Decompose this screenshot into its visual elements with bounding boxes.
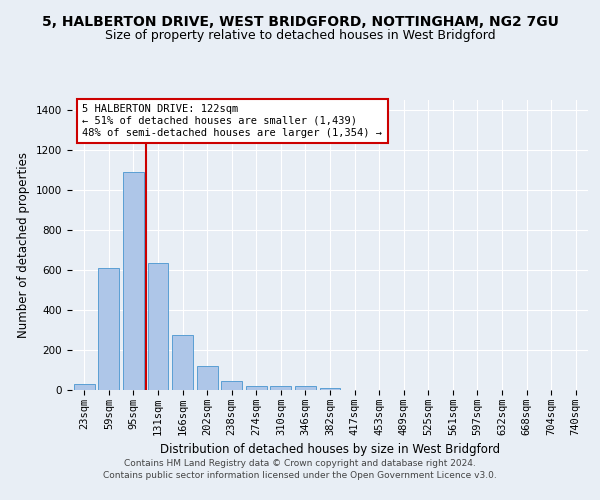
Text: 5, HALBERTON DRIVE, WEST BRIDGFORD, NOTTINGHAM, NG2 7GU: 5, HALBERTON DRIVE, WEST BRIDGFORD, NOTT… [41, 16, 559, 30]
Text: 5 HALBERTON DRIVE: 122sqm
← 51% of detached houses are smaller (1,439)
48% of se: 5 HALBERTON DRIVE: 122sqm ← 51% of detac… [82, 104, 382, 138]
Bar [172, 335, 193, 390]
Y-axis label: Number of detached properties: Number of detached properties [17, 152, 31, 338]
Bar [123, 172, 144, 390]
Bar [148, 263, 169, 390]
Bar [221, 381, 242, 390]
Text: Size of property relative to detached houses in West Bridgford: Size of property relative to detached ho… [104, 28, 496, 42]
Bar [271, 386, 292, 390]
Bar [295, 386, 316, 390]
X-axis label: Distribution of detached houses by size in West Bridgford: Distribution of detached houses by size … [160, 444, 500, 456]
Bar [74, 384, 95, 390]
Bar [197, 366, 218, 390]
Text: Contains HM Land Registry data © Crown copyright and database right 2024.: Contains HM Land Registry data © Crown c… [124, 460, 476, 468]
Bar [98, 268, 119, 390]
Text: Contains public sector information licensed under the Open Government Licence v3: Contains public sector information licen… [103, 472, 497, 480]
Bar [246, 386, 267, 390]
Bar [320, 388, 340, 390]
